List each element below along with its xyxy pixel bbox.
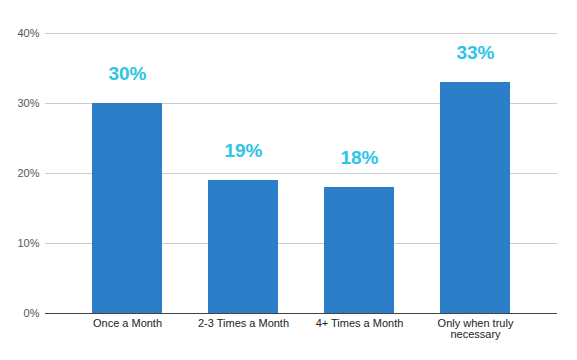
svg-text:40%: 40% — [17, 27, 39, 39]
svg-text:Once a Month: Once a Month — [93, 317, 162, 329]
svg-text:20%: 20% — [17, 167, 39, 179]
svg-text:10%: 10% — [17, 237, 39, 249]
svg-text:33%: 33% — [456, 42, 494, 63]
svg-text:0%: 0% — [24, 307, 40, 319]
svg-text:30%: 30% — [17, 97, 39, 109]
svg-text:Only when trulynecessary: Only when trulynecessary — [438, 317, 514, 340]
svg-text:4+ Times a Month: 4+ Times a Month — [316, 317, 404, 329]
svg-text:18%: 18% — [340, 147, 378, 168]
svg-text:2-3 Times a Month: 2-3 Times a Month — [198, 317, 289, 329]
svg-text:19%: 19% — [224, 140, 262, 161]
svg-text:30%: 30% — [108, 63, 146, 84]
